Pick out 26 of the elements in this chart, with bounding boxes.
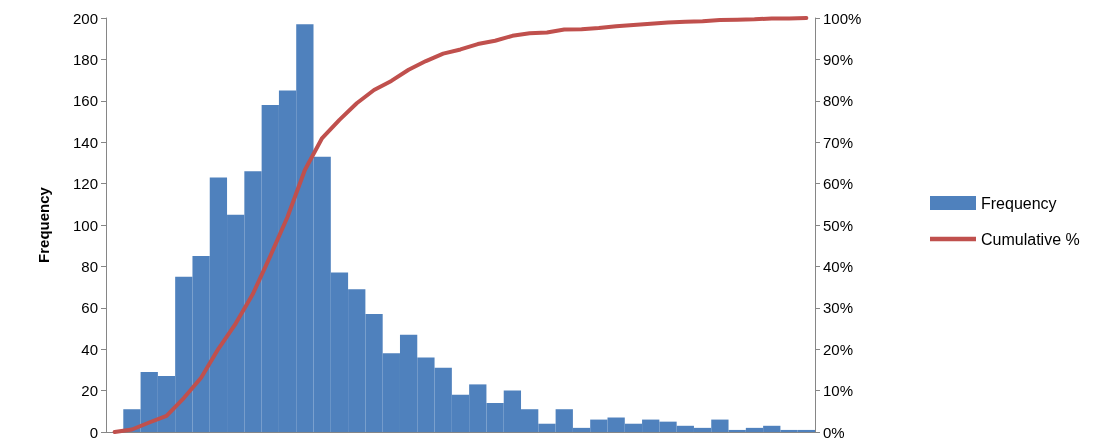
y2-tick-label: 40%: [823, 257, 854, 275]
y2-tick-label: 70%: [823, 133, 854, 151]
y2-tick-label: 60%: [823, 175, 854, 193]
y2-tick-label: 90%: [823, 50, 854, 68]
y2-tick-label: 0%: [823, 423, 845, 441]
y-tick-label: 160: [72, 92, 98, 110]
y-tick-label: 40: [81, 340, 98, 358]
y-tick-label: 200: [72, 9, 98, 27]
y2-tick-label: 100%: [823, 9, 862, 27]
y-tick-label: 20: [81, 382, 98, 400]
y-tick-label: 60: [81, 299, 98, 317]
legend-label: Cumulative %: [981, 230, 1080, 248]
y-tick-label: 180: [72, 50, 98, 68]
y-tick-label: 0: [89, 423, 98, 441]
y2-tick-label: 20%: [823, 340, 854, 358]
y-tick-label: 140: [72, 133, 98, 151]
line-series: [112, 16, 809, 434]
y2-tick-label: 10%: [823, 382, 854, 400]
y2-tick-label: 30%: [823, 299, 854, 317]
y2-tick-label: 50%: [823, 216, 854, 234]
legend-label: Frequency: [981, 194, 1057, 212]
y2-tick-label: 80%: [823, 92, 854, 110]
y-axis-title: Frequency: [35, 186, 52, 263]
y-tick-label: 120: [72, 175, 98, 193]
y-tick-label: 100: [72, 216, 98, 234]
y-tick-label: 80: [81, 257, 98, 275]
